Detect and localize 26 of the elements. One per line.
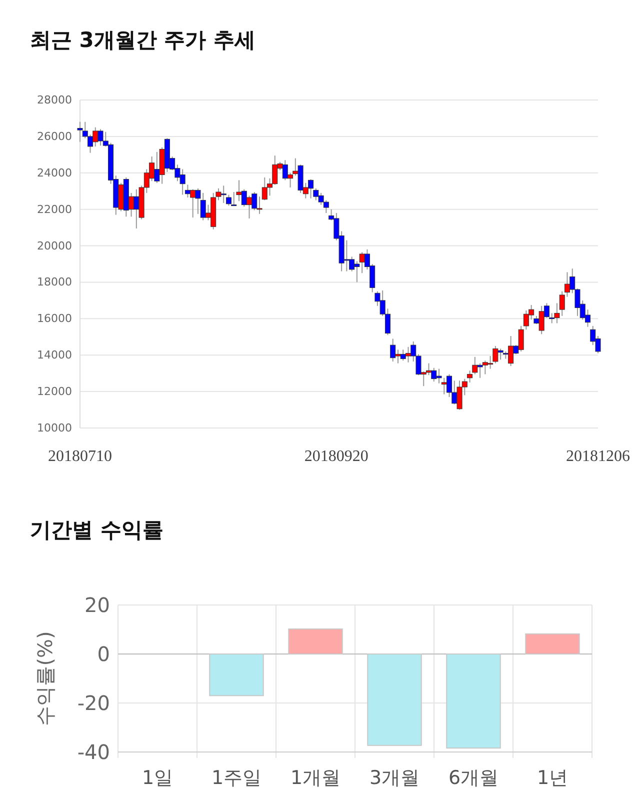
x-tick-label: 1년 bbox=[536, 767, 568, 789]
x-tick-label: 20180710 bbox=[48, 448, 112, 465]
x-tick-label: 3개월 bbox=[369, 767, 420, 789]
y-tick-label: 22000 bbox=[37, 202, 72, 216]
y-tick-label: 20 bbox=[84, 593, 110, 617]
y-tick-label: 12000 bbox=[37, 385, 72, 398]
x-tick-label: 1일 bbox=[142, 767, 174, 789]
y-tick-label: 10000 bbox=[37, 422, 72, 434]
y-tick-label: 0 bbox=[97, 642, 110, 666]
x-tick-label: 6개월 bbox=[448, 767, 499, 789]
y-tick-label: 16000 bbox=[37, 312, 72, 326]
y-tick-label: 20000 bbox=[37, 239, 72, 252]
y-axis-title: 수익률(%) bbox=[33, 631, 57, 726]
y-tick-label: 18000 bbox=[37, 276, 72, 289]
chart-title: 기간별 수익률 bbox=[30, 518, 164, 542]
y-tick-label: -40 bbox=[77, 740, 110, 764]
y-tick-label: -20 bbox=[77, 691, 110, 715]
x-tick-label: 20180920 bbox=[304, 448, 368, 465]
y-tick-label: 24000 bbox=[37, 166, 72, 180]
y-tick-label: 28000 bbox=[37, 94, 72, 106]
x-tick-label: 20181206 bbox=[566, 448, 630, 465]
x-tick-label: 1주일 bbox=[211, 767, 262, 789]
y-tick-label: 14000 bbox=[37, 348, 72, 362]
x-tick-label: 1개월 bbox=[290, 767, 341, 789]
y-tick-label: 26000 bbox=[37, 130, 72, 143]
chart-title: 최근 3개월간 주가 추세 bbox=[30, 28, 256, 52]
